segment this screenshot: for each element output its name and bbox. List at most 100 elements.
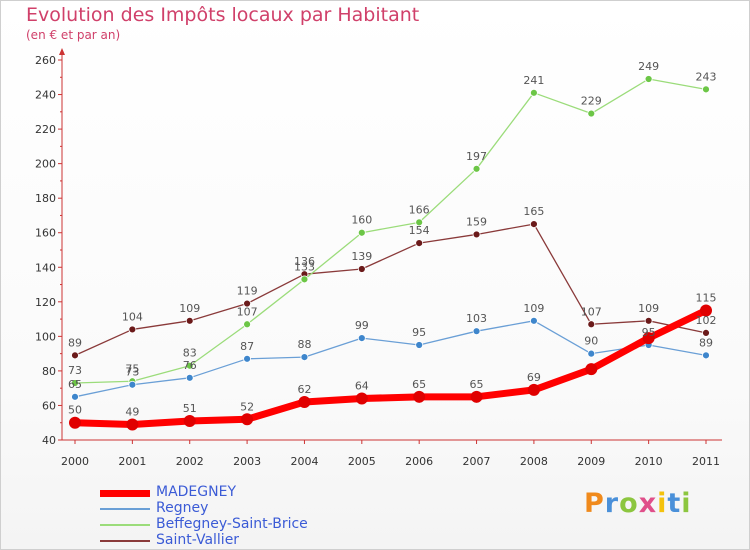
x-tick-label: 2008 [520,455,548,468]
series-line [74,78,707,384]
x-tick-label: 2005 [348,455,376,468]
data-point [243,354,251,363]
legend-item: Regney [100,500,360,517]
data-label: 65 [470,378,484,391]
data-point [300,275,309,284]
chart-title: Evolution des Impôts locaux par Habitant [26,4,420,26]
data-label: 83 [183,347,197,360]
data-point [587,349,596,358]
data-label: 51 [183,402,197,415]
data-label: 95 [412,326,426,339]
data-point [357,334,366,342]
data-label: 159 [466,215,487,228]
data-point [472,327,481,336]
series-line [74,223,707,357]
x-tick-label: 2003 [233,455,261,468]
data-label: 166 [409,203,430,216]
data-point [185,316,194,325]
data-point [702,351,710,360]
y-tick-label: 80 [42,365,56,378]
data-label: 109 [638,302,659,315]
legend-swatch [100,508,150,510]
data-point [357,228,366,237]
data-point [355,392,368,405]
x-tick-label: 2001 [118,455,146,468]
data-label: 89 [699,336,713,349]
data-point [470,390,483,403]
data-point [126,418,139,431]
data-label: 65 [412,378,426,391]
x-tick-label: 2000 [61,455,89,468]
data-point [530,88,538,97]
data-label: 107 [581,305,602,318]
legend: MADEGNEY Regney Beffegney-Saint-Brice Saint… [100,484,360,549]
data-point [587,320,596,329]
data-label: 165 [523,205,544,218]
data-label: 65 [68,378,82,391]
data-point [472,164,481,173]
data-point [357,265,366,273]
data-point [241,413,254,426]
data-point [644,75,653,83]
data-label: 109 [523,302,544,315]
x-tick-label: 2007 [463,455,491,468]
data-point [700,304,712,317]
data-label: 64 [355,380,369,393]
data-label: 76 [183,359,197,372]
data-point [128,325,137,334]
data-point [415,239,424,247]
data-label: 119 [237,285,258,298]
data-point [185,361,194,370]
data-point [243,320,251,329]
data-label: 243 [696,70,717,83]
y-tick-label: 180 [35,192,56,205]
data-label: 75 [125,362,139,375]
x-tick-label: 2009 [577,455,605,468]
data-label: 241 [523,74,544,87]
data-label: 50 [68,404,82,417]
legend-item: MADEGNEY [100,484,360,501]
data-label: 109 [179,302,200,315]
data-point [71,379,79,387]
data-point [71,392,79,401]
x-tick-label: 2006 [405,455,433,468]
data-label: 89 [68,336,82,349]
data-point [585,363,598,376]
data-label: 99 [355,319,369,332]
data-label: 90 [584,335,598,348]
data-point [527,383,540,396]
data-label: 69 [527,371,541,384]
data-label: 87 [240,340,254,353]
y-tick-label: 220 [35,123,56,136]
data-point [128,380,137,389]
legend-swatch [100,540,150,542]
data-point [71,351,79,360]
data-label: 88 [297,338,311,351]
data-point [702,85,710,94]
data-point [530,220,538,228]
data-point [243,299,251,308]
y-tick-label: 120 [35,296,56,309]
legend-item: Saint-Vallier [100,532,360,549]
legend-label: Regney [156,500,209,516]
data-label: 104 [122,310,143,323]
data-label: 52 [240,400,254,413]
data-label: 103 [466,312,487,325]
series-line [74,320,707,398]
data-point [702,329,710,337]
legend-item: Beffegney-Saint-Brice [100,516,360,533]
proxiti-logo: Proxiti [584,488,692,519]
y-tick-label: 260 [35,54,56,67]
y-tick-label: 140 [35,261,56,274]
data-label: 95 [642,326,656,339]
data-point [300,353,309,361]
data-label: 107 [237,305,258,318]
legend-swatch [100,524,150,526]
data-point [472,230,481,239]
data-point [185,373,194,382]
data-point [415,341,424,349]
data-label: 229 [581,95,602,108]
y-tick-label: 160 [35,227,56,240]
